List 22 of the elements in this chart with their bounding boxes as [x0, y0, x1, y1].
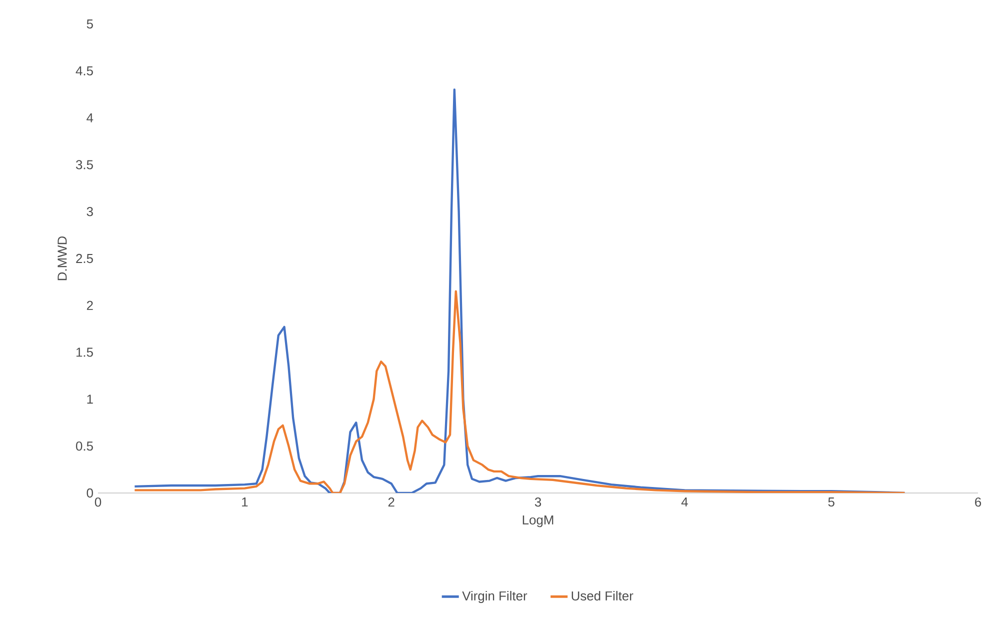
x-tick-label: 0: [94, 497, 102, 507]
x-tick-label: 4: [681, 498, 688, 506]
y-tick-label: 5: [86, 19, 93, 28]
legend-label: Virgin Filter: [462, 590, 528, 604]
y-tick-label: 2: [86, 300, 93, 310]
x-tick-label: 1: [242, 498, 248, 506]
y-tick-label: 4.5: [76, 66, 93, 76]
x-tick-label: 6: [975, 497, 982, 507]
y-tick-label: 0: [86, 488, 93, 498]
y-axis-title: D.MWD: [58, 236, 67, 280]
x-tick-label: 5: [828, 498, 834, 507]
x-tick-label: 3: [534, 497, 542, 507]
y-tick-label: 4: [86, 113, 94, 122]
y-tick-label: 3.5: [76, 160, 93, 170]
y-tick-label: 0.5: [76, 441, 93, 451]
y-tick-label: 2.5: [76, 254, 93, 264]
x-tick-label: 2: [388, 497, 394, 507]
x-axis-title: LogM: [522, 516, 554, 528]
y-tick-label: 1.5: [76, 348, 93, 357]
y-tick-label: 3: [86, 206, 93, 216]
legend-label: Used Filter: [572, 590, 634, 600]
y-tick-label: 1: [87, 394, 93, 404]
